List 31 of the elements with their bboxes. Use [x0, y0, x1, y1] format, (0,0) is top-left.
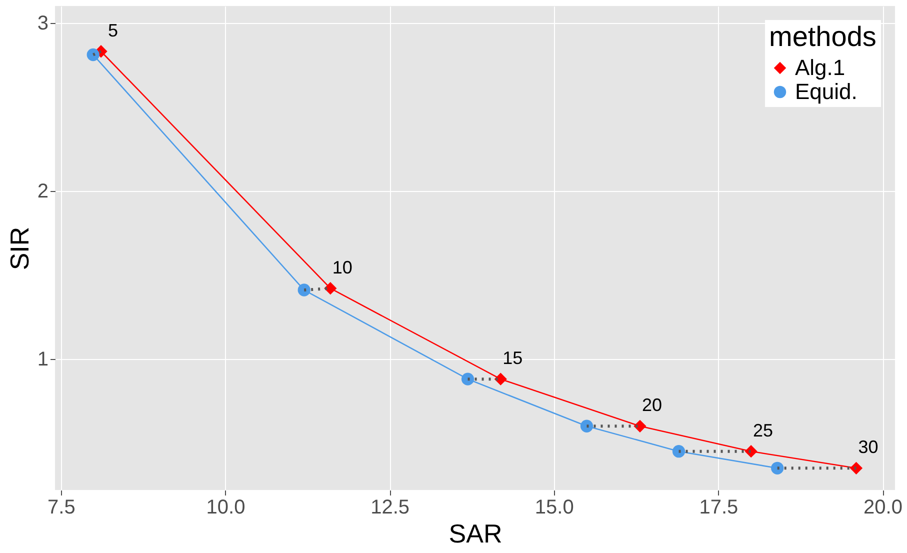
annotation: 10	[332, 257, 352, 278]
annotation: 20	[642, 395, 662, 416]
x-tick-label: 15.0	[534, 496, 574, 518]
y-tick-label: 1	[37, 348, 48, 370]
annotation: 15	[502, 348, 523, 368]
legend-title: methods	[769, 21, 876, 52]
legend-label: Alg.1	[795, 55, 846, 80]
y-tick-label: 2	[37, 180, 48, 202]
annotation: 25	[753, 420, 774, 440]
point	[324, 282, 337, 295]
point	[744, 445, 758, 458]
x-tick-label: 12.5	[370, 496, 410, 518]
point	[771, 462, 784, 474]
x-tick-label: 20.0	[864, 496, 902, 518]
x-tick-label: 17.5	[699, 496, 738, 518]
x-axis-title: SAR	[448, 518, 502, 548]
legend-label: Equid.	[795, 79, 858, 104]
point	[672, 445, 686, 458]
point	[634, 420, 646, 432]
point	[298, 284, 310, 296]
y-tick-label: 3	[37, 12, 48, 34]
x-tick-label: 7.5	[48, 496, 76, 518]
point	[850, 462, 863, 474]
annotation: 30	[858, 437, 878, 458]
point	[580, 420, 594, 432]
point	[86, 48, 100, 62]
y-axis-title: SIR	[4, 226, 34, 270]
point	[494, 372, 507, 386]
annotation: 5	[108, 20, 118, 40]
x-tick-label: 10.0	[206, 496, 246, 518]
point	[461, 372, 474, 386]
